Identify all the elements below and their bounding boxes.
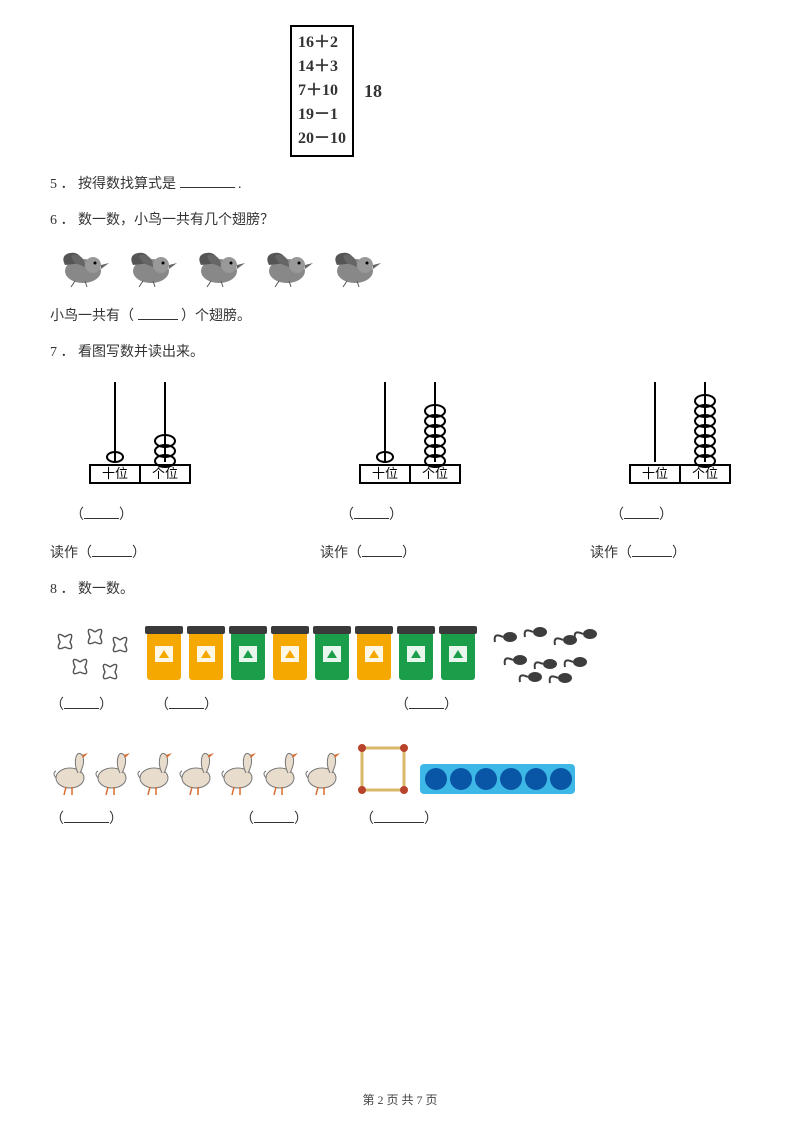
abacus-3: 十位 个位	[610, 377, 750, 492]
blank[interactable]	[362, 556, 402, 557]
bird-icon	[123, 245, 181, 289]
blank[interactable]	[624, 518, 659, 519]
q-sep: ．	[61, 582, 75, 597]
question-5: 5 ． 按得数找算式是 .	[50, 173, 750, 193]
q-sep: ．	[61, 213, 75, 228]
paren-blank: （）	[70, 504, 190, 524]
blank[interactable]	[84, 518, 119, 519]
formula: 7＋10	[298, 79, 346, 103]
page-footer: 第 2 页 共 7 页	[50, 1091, 750, 1108]
svg-text:十位: 十位	[642, 466, 668, 481]
matches-square-icon	[350, 736, 420, 798]
blank[interactable]	[354, 518, 389, 519]
formula-box-container: 16＋2 14＋3 7＋10 19－1 20－10 18	[290, 25, 750, 157]
bird-icon	[55, 245, 113, 289]
paren-blank: （）	[50, 694, 155, 714]
paren-blank: （）	[155, 694, 395, 714]
blank[interactable]	[254, 822, 294, 823]
blank[interactable]	[632, 556, 672, 557]
svg-text:个位: 个位	[152, 466, 178, 481]
bird-icon	[327, 245, 385, 289]
blank[interactable]	[92, 556, 132, 557]
text: ）个翅膀。	[181, 309, 251, 324]
paren-blank: （）	[340, 504, 460, 524]
text: 小鸟一共有（	[50, 309, 134, 324]
blank[interactable]	[64, 708, 99, 709]
paren-blank: （）	[395, 694, 525, 714]
q-num: 5	[50, 177, 57, 192]
tadpoles-icon	[490, 622, 600, 684]
formula: 14＋3	[298, 55, 346, 79]
butterflies-icon	[50, 622, 140, 684]
count-row-2-answers: （） （） （）	[50, 808, 750, 828]
q-num: 7	[50, 345, 57, 360]
blank[interactable]	[64, 822, 109, 823]
read-row: 读作（） 读作（） 读作（）	[50, 542, 750, 562]
question-6: 6 ． 数一数，小鸟一共有几个翅膀？	[50, 209, 750, 229]
read-blank: 读作（）	[50, 542, 200, 562]
geese-icon	[50, 743, 350, 798]
svg-text:十位: 十位	[102, 466, 128, 481]
dots-bar-icon	[420, 762, 580, 798]
svg-text:十位: 十位	[372, 466, 398, 481]
q-num: 8	[50, 582, 57, 597]
blank[interactable]	[138, 319, 178, 320]
formula: 16＋2	[298, 31, 346, 55]
count-row-1-answers: （） （） （）	[50, 694, 750, 714]
blank[interactable]	[409, 708, 444, 709]
q-text: 按得数找算式是	[78, 177, 176, 192]
abacus-2: 十位 个位	[340, 377, 480, 492]
q-text: 看图写数并读出来。	[78, 345, 204, 360]
result-number: 18	[364, 81, 382, 102]
q-text: 数一数，小鸟一共有几个翅膀？	[78, 213, 274, 228]
question-7: 7 ． 看图写数并读出来。	[50, 341, 750, 361]
q6-sentence: 小鸟一共有（ ）个翅膀。	[50, 305, 750, 325]
count-row-2	[50, 736, 750, 798]
abacus-1: 十位 个位	[70, 377, 210, 492]
paren-blank: （）	[50, 808, 240, 828]
bins-icon	[145, 614, 485, 684]
paren-blank: （）	[360, 808, 490, 828]
question-8: 8 ． 数一数。	[50, 578, 750, 598]
paren-blank: （）	[610, 504, 730, 524]
q-period: .	[238, 177, 242, 192]
birds-row	[55, 245, 750, 289]
svg-text:个位: 个位	[422, 466, 448, 481]
q-sep: ．	[61, 177, 75, 192]
q-sep: ．	[61, 345, 75, 360]
formula: 20－10	[298, 127, 346, 151]
abacus-row: 十位 个位 十位 个位	[70, 377, 750, 492]
svg-text:个位: 个位	[692, 466, 718, 481]
formula: 19－1	[298, 103, 346, 127]
bird-icon	[191, 245, 249, 289]
q-num: 6	[50, 213, 57, 228]
blank[interactable]	[374, 822, 424, 823]
blank[interactable]	[169, 708, 204, 709]
count-row-1	[50, 614, 750, 684]
paren-blank: （）	[240, 808, 360, 828]
read-blank: 读作（）	[320, 542, 470, 562]
read-blank: 读作（）	[590, 542, 740, 562]
q-text: 数一数。	[78, 582, 134, 597]
blank[interactable]	[180, 187, 235, 188]
bird-icon	[259, 245, 317, 289]
formula-box: 16＋2 14＋3 7＋10 19－1 20－10	[290, 25, 354, 157]
number-paren-row: （） （） （）	[70, 504, 750, 524]
